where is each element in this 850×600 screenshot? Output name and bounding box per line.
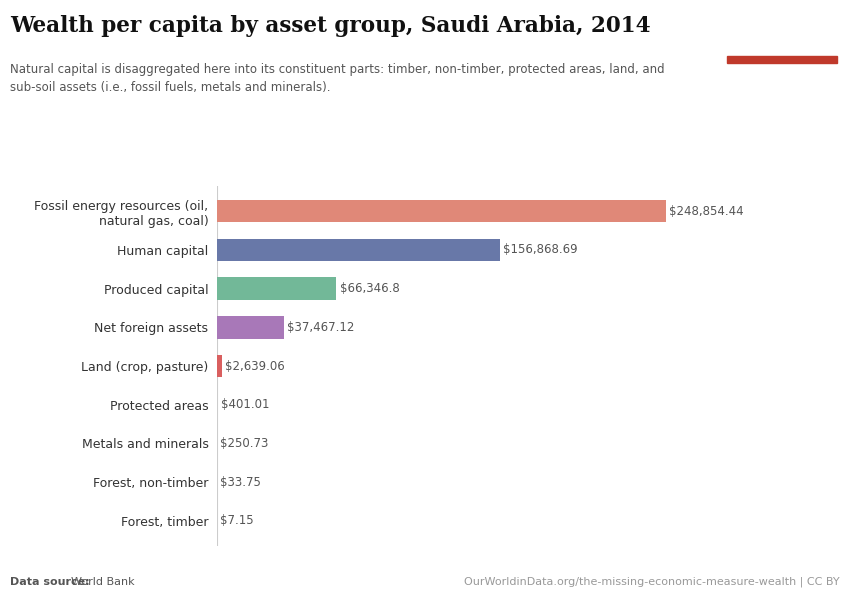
Text: $33.75: $33.75 bbox=[220, 476, 261, 488]
Text: Wealth per capita by asset group, Saudi Arabia, 2014: Wealth per capita by asset group, Saudi … bbox=[10, 15, 651, 37]
Bar bbox=[727, 56, 837, 63]
Text: $250.73: $250.73 bbox=[220, 437, 269, 450]
Bar bbox=[217, 355, 222, 377]
Text: $66,346.8: $66,346.8 bbox=[339, 282, 400, 295]
Text: World Bank: World Bank bbox=[71, 577, 135, 587]
Bar bbox=[217, 239, 500, 261]
Text: $2,639.06: $2,639.06 bbox=[224, 359, 285, 373]
Text: $156,868.69: $156,868.69 bbox=[503, 244, 577, 256]
Text: Natural capital is disaggregated here into its constituent parts: timber, non-ti: Natural capital is disaggregated here in… bbox=[10, 63, 665, 94]
Text: $37,467.12: $37,467.12 bbox=[287, 321, 354, 334]
Text: OurWorldinData.org/the-missing-economic-measure-wealth | CC BY: OurWorldinData.org/the-missing-economic-… bbox=[464, 576, 840, 587]
Text: Our World
in Data: Our World in Data bbox=[749, 14, 815, 44]
Bar bbox=[217, 277, 337, 300]
Text: $7.15: $7.15 bbox=[220, 514, 253, 527]
Text: Data source:: Data source: bbox=[10, 577, 94, 587]
Text: $248,854.44: $248,854.44 bbox=[669, 205, 743, 218]
Text: $401.01: $401.01 bbox=[221, 398, 269, 411]
Bar bbox=[217, 200, 666, 223]
Bar bbox=[217, 316, 284, 338]
